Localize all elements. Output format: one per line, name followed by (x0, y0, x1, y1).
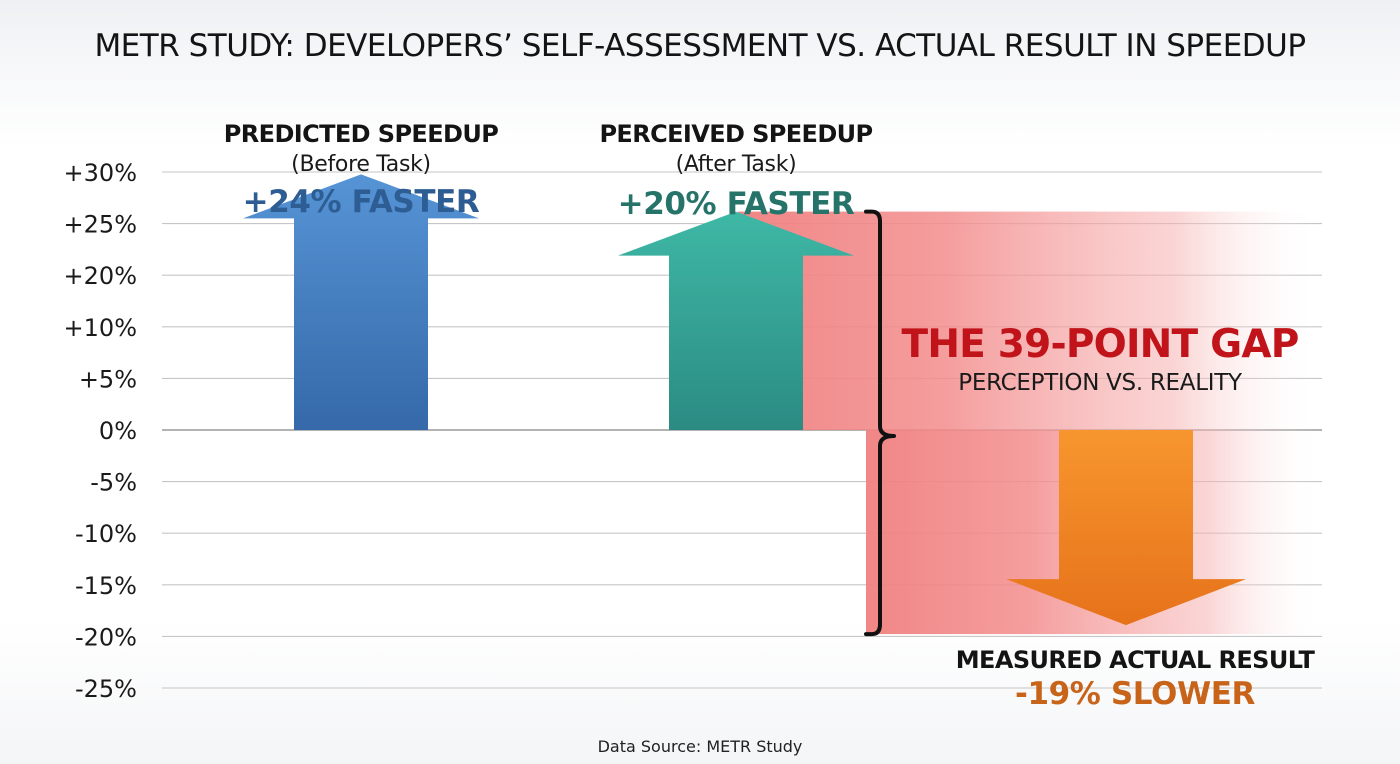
data-source-note: Data Source: METR Study (597, 737, 803, 756)
chart-title: METR STUDY: DEVELOPERS’ SELF-ASSESSMENT … (94, 28, 1306, 64)
perceived-sublabel: (After Task) (675, 152, 797, 177)
gap-band-upper (738, 211, 1322, 430)
predicted-value-label: +24% FASTER (242, 184, 480, 220)
predicted-sublabel: (Before Task) (291, 152, 431, 177)
y-axis: +30% +25% +20% +10% +5% 0% -5% -10% -15% -20% -25% (64, 159, 137, 703)
measured-value-label: -19% SLOWER (1014, 676, 1256, 712)
y-tick-label: +10% (64, 314, 137, 342)
measured-label: MEASURED ACTUAL RESULT (955, 646, 1315, 674)
perceived-label: PERCEIVED SPEEDUP (599, 120, 873, 148)
gap-title: THE 39-POINT GAP (901, 322, 1300, 367)
measured-arrow-bar (1006, 430, 1246, 626)
y-tick-label: -15% (75, 572, 137, 600)
y-tick-label: -20% (75, 623, 137, 651)
gap-region (738, 209, 1322, 637)
predicted-arrow-bar (243, 174, 479, 430)
y-tick-label: -25% (75, 675, 137, 703)
perceived-arrow-bar (618, 211, 854, 430)
gap-subtitle: PERCEPTION VS. REALITY (958, 370, 1242, 396)
y-tick-label: +20% (64, 262, 137, 290)
y-tick-label: +25% (64, 211, 137, 239)
y-tick-label: -5% (90, 469, 137, 497)
y-tick-label: 0% (99, 417, 137, 445)
y-tick-label: +30% (64, 159, 137, 187)
gap-bracket (864, 209, 896, 637)
y-tick-label: -10% (75, 520, 137, 548)
y-tick-label: +5% (79, 365, 137, 393)
perceived-value-label: +20% FASTER (617, 186, 855, 222)
bars (243, 174, 1246, 626)
predicted-label: PREDICTED SPEEDUP (223, 120, 499, 148)
